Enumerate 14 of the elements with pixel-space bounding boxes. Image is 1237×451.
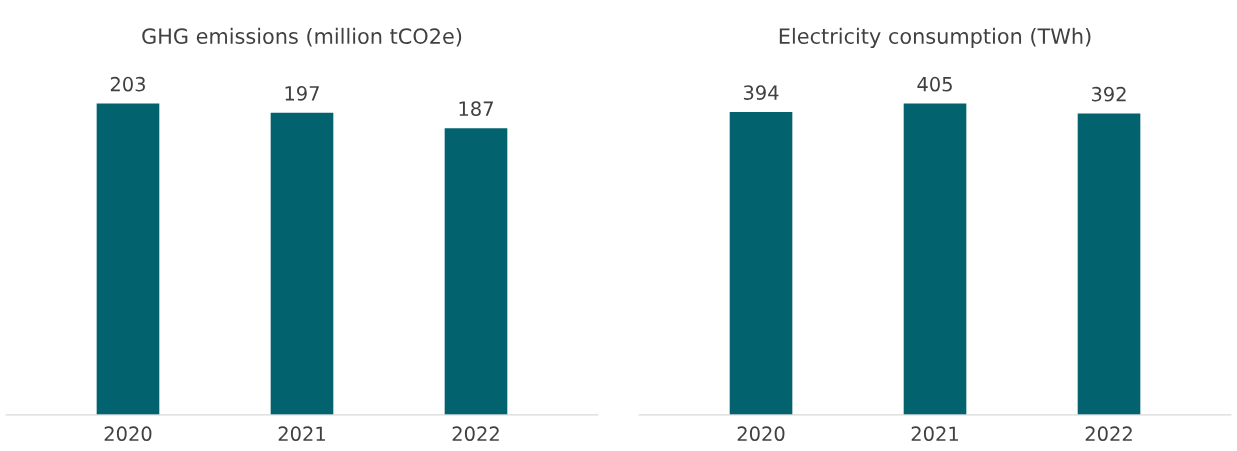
- data-label: 203: [110, 76, 145, 92]
- data-label: 197: [285, 86, 319, 101]
- x-tick-label: 2022: [1085, 426, 1132, 442]
- data-label: 392: [1091, 86, 1126, 102]
- x-tick-label: 2021: [911, 426, 958, 442]
- data-label: 394: [743, 85, 779, 100]
- chart-title: GHG emissions (million tCO2e): [142, 27, 462, 47]
- x-tick-label: 2021: [278, 426, 325, 442]
- x-tick-label: 2020: [104, 426, 152, 442]
- data-label: 187: [459, 101, 493, 117]
- data-label: 405: [917, 76, 952, 92]
- x-tick-label: 2022: [452, 426, 499, 442]
- x-tick-label: 2020: [737, 426, 785, 442]
- chart-title: Electricity consumption (TWh): [779, 27, 1091, 49]
